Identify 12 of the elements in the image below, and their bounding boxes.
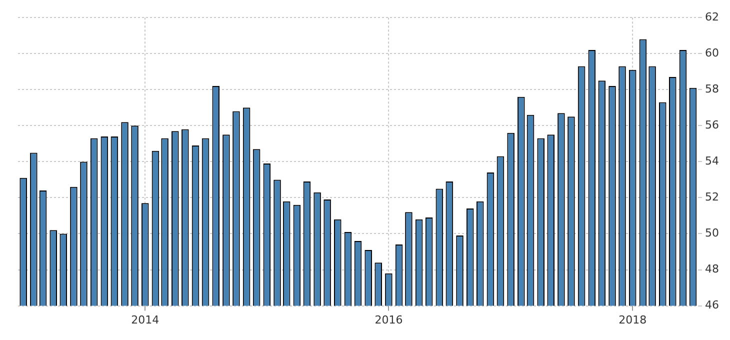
y-tick-label: 56 bbox=[705, 118, 720, 132]
x-tick-label: 2014 bbox=[131, 313, 160, 326]
y-tick-label: 50 bbox=[705, 226, 720, 240]
y-tick-label: 52 bbox=[705, 190, 720, 204]
y-tick-label: 62 bbox=[705, 10, 720, 24]
y-tick-label: 54 bbox=[705, 154, 720, 168]
x-tick-label: 2016 bbox=[374, 313, 403, 326]
y-tick-label: 46 bbox=[705, 298, 720, 312]
x-tick-label: 2018 bbox=[618, 313, 647, 326]
y-tick-label: 58 bbox=[705, 82, 720, 96]
y-tick-label: 60 bbox=[705, 46, 720, 60]
y-tick-label: 48 bbox=[705, 262, 720, 276]
